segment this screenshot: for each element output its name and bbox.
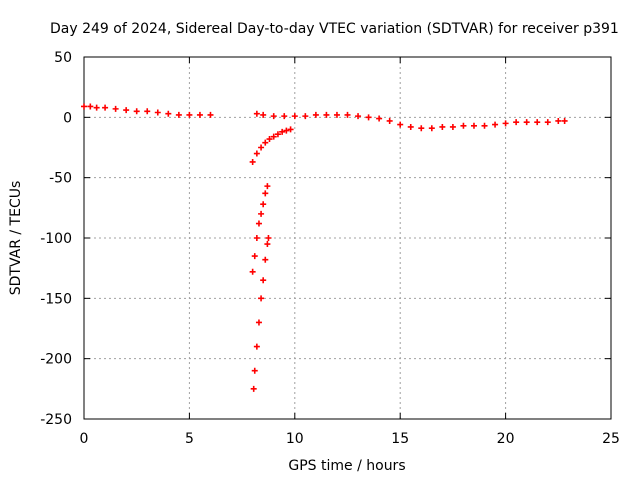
data-point bbox=[255, 220, 262, 227]
x-tick-label: 20 bbox=[497, 431, 515, 447]
x-axis: 0 5 10 15 20 25 bbox=[80, 57, 620, 447]
data-point bbox=[264, 183, 271, 190]
data-point bbox=[253, 343, 260, 350]
data-point bbox=[397, 121, 404, 128]
series-group bbox=[253, 110, 568, 132]
y-tick-label: -50 bbox=[49, 171, 72, 187]
data-point bbox=[165, 110, 172, 117]
data-point bbox=[249, 268, 256, 275]
data-point bbox=[312, 111, 319, 118]
data-point bbox=[112, 105, 119, 112]
data-point bbox=[250, 385, 257, 392]
x-tick-label: 0 bbox=[80, 431, 89, 447]
y-axis: -250 -200 -150 -100 -50 0 50 bbox=[40, 50, 611, 428]
data-point bbox=[274, 131, 281, 138]
y-tick-label: 50 bbox=[54, 50, 72, 66]
data-point bbox=[175, 111, 182, 118]
data-point bbox=[93, 104, 100, 111]
x-tick-label: 15 bbox=[391, 431, 409, 447]
data-point bbox=[262, 139, 269, 146]
data-point bbox=[154, 109, 161, 116]
data-point bbox=[283, 127, 290, 134]
data-point bbox=[460, 122, 467, 129]
data-point bbox=[279, 128, 286, 135]
data-point bbox=[287, 126, 294, 133]
data-point bbox=[544, 119, 551, 126]
grid-lines bbox=[84, 57, 611, 419]
data-point bbox=[186, 111, 193, 118]
data-point bbox=[502, 120, 509, 127]
data-point bbox=[260, 277, 267, 284]
x-tick-label: 25 bbox=[602, 431, 620, 447]
data-point bbox=[270, 133, 277, 140]
x-axis-label: GPS time / hours bbox=[288, 458, 405, 474]
chart-title: Day 249 of 2024, Sidereal Day-to-day VTE… bbox=[50, 21, 619, 37]
y-axis-label: SDTVAR / TECUs bbox=[8, 181, 24, 296]
data-point bbox=[258, 295, 265, 302]
data-point bbox=[265, 235, 272, 241]
plot-border bbox=[83, 56, 612, 420]
data-point bbox=[449, 123, 456, 130]
series-group bbox=[81, 103, 214, 118]
data-series bbox=[81, 103, 568, 392]
data-point bbox=[270, 113, 277, 120]
data-point bbox=[344, 111, 351, 118]
data-point bbox=[264, 241, 271, 248]
data-point bbox=[534, 119, 541, 126]
data-point bbox=[249, 158, 256, 165]
data-point bbox=[253, 110, 260, 117]
data-point bbox=[81, 103, 87, 110]
data-point bbox=[260, 201, 267, 208]
y-tick-label: -250 bbox=[40, 412, 72, 428]
data-point bbox=[207, 111, 214, 118]
data-point bbox=[102, 104, 109, 111]
data-point bbox=[365, 114, 372, 121]
data-point bbox=[407, 123, 414, 130]
data-point bbox=[144, 108, 151, 115]
data-point bbox=[258, 144, 265, 151]
data-point bbox=[481, 122, 488, 129]
data-point bbox=[418, 125, 425, 132]
data-point bbox=[302, 113, 309, 120]
data-point bbox=[513, 119, 520, 126]
data-point bbox=[355, 113, 362, 120]
x-tick-label: 5 bbox=[185, 431, 194, 447]
data-point bbox=[258, 210, 265, 217]
y-tick-label: 0 bbox=[63, 110, 72, 126]
data-point bbox=[266, 136, 273, 143]
data-point bbox=[323, 111, 330, 118]
data-point bbox=[251, 253, 258, 260]
data-point bbox=[255, 319, 262, 326]
data-point bbox=[333, 111, 340, 118]
data-point bbox=[555, 117, 562, 124]
data-point bbox=[386, 117, 393, 124]
data-point bbox=[87, 103, 94, 110]
x-tick-label: 10 bbox=[286, 431, 304, 447]
data-point bbox=[439, 123, 446, 130]
data-point bbox=[253, 235, 260, 241]
data-point bbox=[492, 121, 499, 128]
data-point bbox=[196, 111, 203, 118]
data-point bbox=[123, 107, 130, 114]
data-point bbox=[428, 125, 435, 132]
series-group bbox=[249, 126, 294, 165]
data-point bbox=[262, 256, 269, 263]
data-point bbox=[260, 111, 267, 118]
data-point bbox=[523, 119, 530, 126]
y-tick-label: -200 bbox=[40, 352, 72, 368]
series-group bbox=[249, 183, 271, 275]
series-group bbox=[250, 235, 272, 392]
data-point bbox=[281, 113, 288, 120]
data-point bbox=[262, 190, 269, 197]
y-tick-label: -100 bbox=[40, 231, 72, 247]
data-point bbox=[561, 117, 568, 124]
data-point bbox=[251, 367, 258, 374]
data-point bbox=[470, 122, 477, 129]
data-point bbox=[133, 108, 140, 115]
data-point bbox=[376, 115, 383, 122]
y-tick-label: -150 bbox=[40, 291, 72, 307]
data-point bbox=[291, 113, 298, 120]
data-point bbox=[253, 150, 260, 157]
